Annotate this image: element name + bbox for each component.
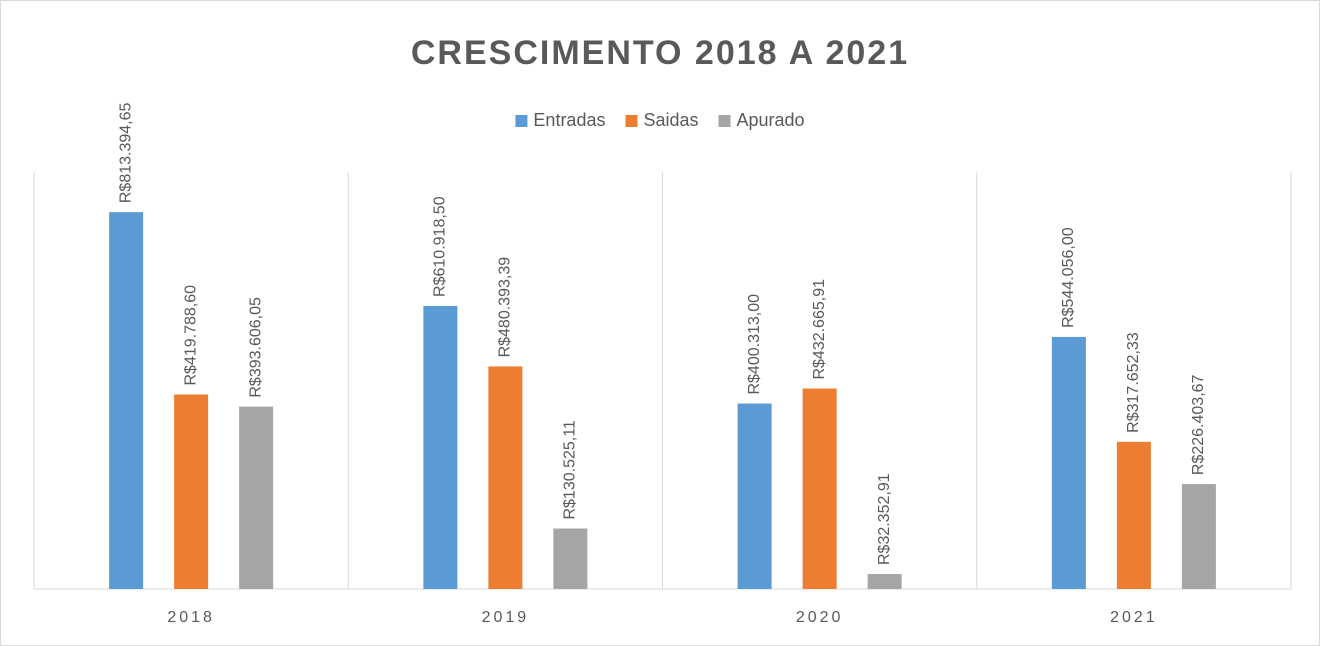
- legend-label: Apurado: [737, 110, 805, 130]
- x-tick-label: 2020: [796, 609, 844, 626]
- data-label: R$480.393,39: [497, 257, 514, 358]
- bar: [488, 366, 523, 589]
- data-label: R$226.403,67: [1190, 374, 1207, 475]
- data-label: R$393.606,05: [247, 297, 264, 398]
- bar: [174, 394, 209, 589]
- data-label: R$130.525,11: [562, 420, 579, 519]
- bar: [553, 528, 588, 589]
- legend-label: Entradas: [533, 110, 605, 130]
- bar: [737, 403, 772, 589]
- bar: [1051, 336, 1086, 589]
- legend-label: Saidas: [643, 110, 698, 130]
- bar: [1116, 441, 1151, 589]
- data-label: R$419.788,60: [182, 285, 199, 386]
- data-label: R$32.352,91: [876, 473, 893, 565]
- x-tick-label: 2018: [167, 609, 215, 626]
- chart-title: CRESCIMENTO 2018 A 2021: [411, 34, 909, 72]
- data-label: R$610.918,50: [432, 196, 449, 297]
- data-label: R$432.665,91: [811, 279, 828, 380]
- bar: [1181, 484, 1216, 589]
- data-label: R$400.313,00: [746, 294, 763, 395]
- data-label: R$544.056,00: [1060, 227, 1077, 328]
- data-label: R$317.652,33: [1125, 332, 1142, 433]
- bar: [423, 305, 458, 589]
- bar: [239, 406, 274, 589]
- bar: [802, 388, 837, 589]
- legend-swatch: [515, 115, 528, 127]
- data-label: R$813.394,65: [117, 102, 134, 203]
- x-tick-label: 2021: [1110, 609, 1158, 626]
- bar: [867, 574, 902, 589]
- legend-swatch: [625, 115, 638, 127]
- bar: [109, 212, 144, 590]
- x-tick-label: 2019: [482, 609, 530, 626]
- legend-swatch: [718, 115, 731, 127]
